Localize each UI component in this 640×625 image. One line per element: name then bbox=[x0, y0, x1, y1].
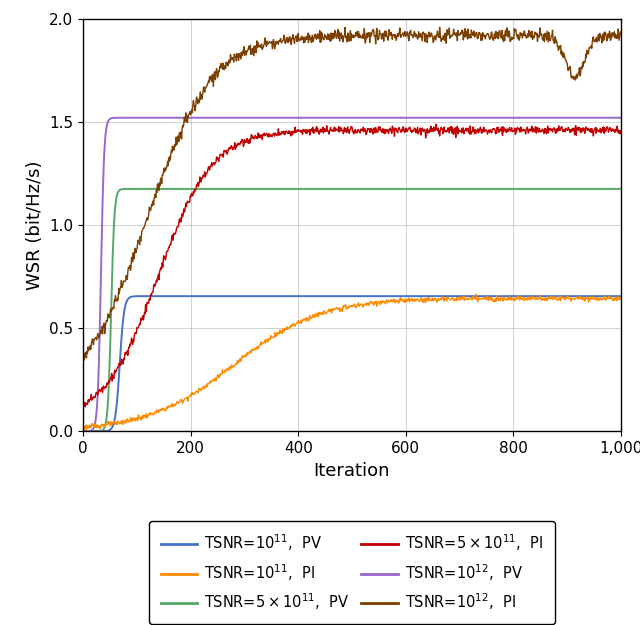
Y-axis label: WSR (bit/Hz/s): WSR (bit/Hz/s) bbox=[26, 160, 44, 290]
X-axis label: Iteration: Iteration bbox=[314, 461, 390, 479]
Legend: TSNR=$10^{11}$,  PV, TSNR=$10^{11}$,  PI, TSNR=$5\times10^{11}$,  PV, TSNR=$5\ti: TSNR=$10^{11}$, PV, TSNR=$10^{11}$, PI, … bbox=[149, 521, 555, 624]
